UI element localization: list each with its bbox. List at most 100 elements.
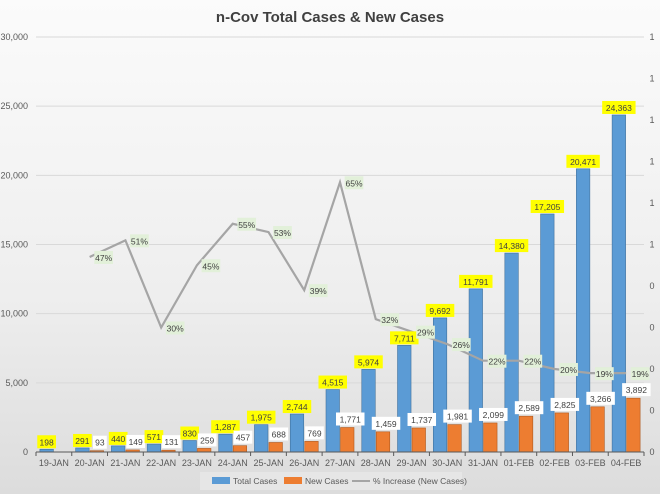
x-axis-tick: 23-JAN [182,458,212,468]
new-cases-label: 149 [129,437,143,447]
right-axis-tick: 0 [649,447,654,457]
legend-label: % Increase (New Cases) [373,476,467,486]
total-cases-label: 9,692 [429,306,451,316]
new-cases-bar [304,441,319,453]
new-cases-label: 3,266 [590,394,612,404]
new-cases-label-bg [586,391,615,405]
new-cases-bar [483,422,498,453]
new-cases-bar [626,397,641,453]
x-axis-tick: 04-FEB [611,458,642,468]
new-cases-label: 2,099 [483,410,505,420]
left-axis-tick: 25,000 [0,101,28,111]
new-cases-bar [447,424,462,453]
pct-increase-label-bg [595,367,614,381]
x-axis-tick: 24-JAN [218,458,248,468]
new-cases-bar [554,412,569,453]
new-cases-label-bg [371,416,401,430]
new-cases-label-bg [336,412,365,426]
new-cases-label-bg [92,435,107,449]
right-axis-tick: 1 [649,74,654,84]
total-cases-label-bg [73,433,92,447]
new-cases-label-bg [197,433,217,447]
pct-increase-label: 19% [596,369,613,379]
total-cases-label: 20,471 [570,157,596,167]
total-cases-label: 11,791 [463,277,489,287]
pct-increase-label: 53% [274,228,291,238]
legend-swatch [212,477,230,484]
new-cases-label: 2,589 [518,403,540,413]
total-cases-label-bg [180,426,200,440]
new-cases-bar [519,415,534,453]
total-cases-label: 1,287 [215,422,237,432]
new-cases-label: 1,981 [447,412,469,422]
right-axis-tick: 0 [649,323,654,333]
new-cases-label: 259 [200,435,214,445]
x-axis-tick: 19-JAN [39,458,69,468]
total-cases-label: 17,205 [534,202,560,212]
left-axis-tick: 20,000 [0,170,28,180]
right-axis-tick: 1 [649,240,654,250]
pct-increase-label-bg [94,250,113,264]
new-cases-label-bg [305,426,324,440]
pct-increase-label: 65% [345,178,362,188]
new-cases-label: 93 [95,438,105,448]
pct-increase-label-bg [416,325,435,339]
pct-increase-label: 39% [310,286,327,296]
total-cases-label-bg [282,400,312,414]
pct-increase-label-bg [201,259,221,273]
pct-increase-label: 51% [131,236,148,246]
pct-increase-label-bg [308,284,328,298]
x-axis-tick: 26-JAN [289,458,319,468]
pct-increase-label: 32% [381,315,398,325]
pct-increase-label: 22% [524,357,541,367]
pct-increase-label-bg [130,234,149,248]
total-cases-bar [432,317,448,453]
total-cases-label: 24,363 [606,103,632,113]
right-axis-tick: 1 [649,115,654,125]
legend-swatch [284,477,302,484]
pct-increase-label-bg [451,338,471,352]
x-axis-tick: 30-JAN [432,458,462,468]
total-cases-bar [468,288,483,453]
total-cases-label: 198 [40,437,54,447]
x-axis-tick: 01-FEB [504,458,535,468]
right-axis-tick: 0 [649,281,654,291]
new-cases-label-bg [126,434,146,448]
new-cases-label-bg [162,435,181,449]
pct-increase-label: 22% [489,357,506,367]
pct-increase-label: 47% [95,253,112,263]
total-cases-bar [111,445,126,453]
new-cases-label: 131 [164,437,178,447]
total-cases-label: 440 [111,434,125,444]
total-cases-label: 571 [147,432,161,442]
total-cases-label-bg [494,239,529,253]
total-cases-label: 5,974 [358,357,380,367]
new-cases-label: 1,737 [411,415,433,425]
pct-increase-label-bg [237,217,257,231]
total-cases-bar [75,447,90,453]
total-cases-label-bg [37,435,56,449]
legend-label: New Cases [305,476,348,486]
total-cases-label-bg [425,303,455,317]
left-axis-tick: 0 [23,447,28,457]
left-axis-tick: 15,000 [0,240,28,250]
x-axis-tick: 21-JAN [110,458,140,468]
pct-increase-label: 26% [453,340,470,350]
total-cases-label: 1,975 [251,413,273,423]
pct-increase-label-bg [523,354,543,368]
new-cases-label: 1,771 [340,415,362,425]
legend: Total Cases New Cases % Increase (New Case… [200,472,467,490]
new-cases-label-bg [269,427,289,441]
right-axis-tick: 1 [649,157,654,167]
pct-increase-label: 29% [417,328,434,338]
x-axis-tick: 27-JAN [325,458,355,468]
new-cases-label: 688 [272,429,286,439]
total-cases-label-bg [144,430,164,444]
new-cases-label-bg [233,430,253,444]
right-axis-tick: 0 [649,406,654,416]
pct-increase-label: 30% [167,324,184,334]
x-axis-tick: 02-FEB [539,458,570,468]
right-axis-tick: 1 [649,32,654,42]
total-cases-label-bg [566,154,600,168]
total-cases-bar [218,433,233,453]
